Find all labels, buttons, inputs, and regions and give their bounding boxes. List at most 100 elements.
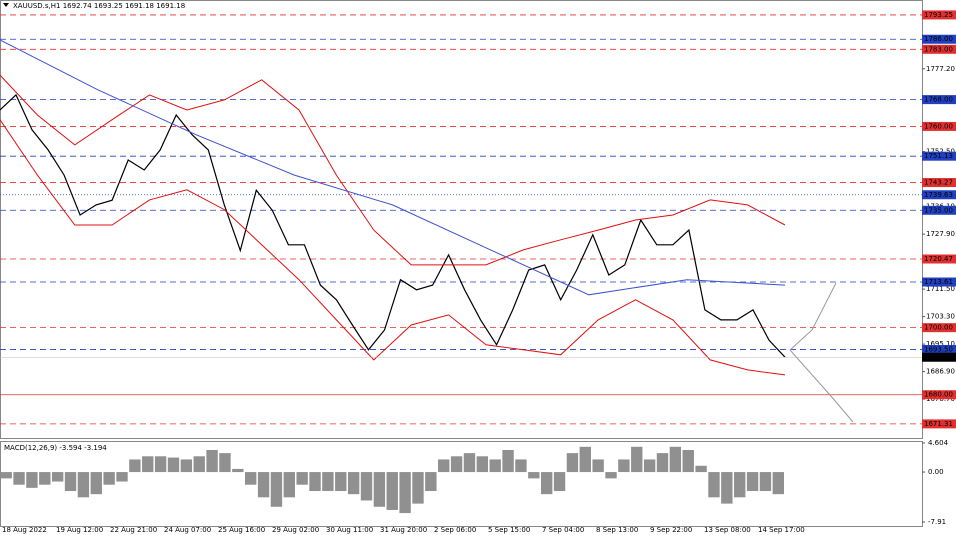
macd-bar	[13, 472, 25, 485]
level-label: 1743.27	[924, 179, 953, 187]
macd-title: MACD(12,26,9) -3.594 -3.194	[4, 444, 107, 452]
y-tick-label: 1752.50	[926, 148, 955, 156]
macd-bar	[643, 459, 656, 473]
current-label: 1691.18	[924, 353, 953, 361]
macd-bar	[528, 472, 540, 479]
level-label: 1783.00	[924, 45, 953, 53]
chart-title: XAUUSD.s,H1 1692.74 1693.25 1691.18 1691…	[13, 2, 185, 10]
series-line	[0, 93, 786, 358]
macd-bar	[540, 472, 553, 495]
macd-bar	[734, 472, 746, 498]
macd-bar	[515, 459, 527, 473]
level-label: 1793.25	[924, 11, 953, 19]
current-tag	[922, 352, 956, 362]
macd-bar	[476, 456, 489, 473]
x-tick-label: 24 Aug 07:00	[164, 526, 211, 534]
series-line	[0, 39, 786, 296]
series-line	[0, 74, 786, 266]
macd-bar	[309, 472, 321, 492]
menu-arrow	[3, 3, 9, 7]
level-tag	[922, 419, 956, 429]
projection	[789, 349, 854, 423]
macd-bar	[746, 472, 759, 492]
macd-bar	[656, 453, 669, 473]
x-tick-label: 8 Sep 13:00	[596, 526, 638, 534]
x-tick-label: 31 Aug 20:00	[380, 526, 427, 534]
macd-bar	[605, 472, 617, 479]
macd-bar	[77, 472, 90, 498]
level-tag	[922, 151, 956, 161]
level-label: 1680.00	[924, 391, 953, 399]
macd-bar	[219, 453, 231, 473]
level-tag	[922, 121, 956, 131]
y-tick-label: 1695.10	[926, 340, 955, 348]
level-tag	[922, 323, 956, 333]
macd-bar	[360, 472, 373, 501]
level-tag	[922, 190, 956, 200]
macd-bar	[579, 446, 591, 473]
y-tick-label: -7.91	[928, 518, 946, 526]
y-tick-label: 1703.30	[926, 313, 955, 321]
level-tag	[922, 178, 956, 188]
macd-bar	[566, 453, 579, 473]
macd-pane	[0, 441, 923, 527]
macd-bar	[51, 472, 64, 482]
level-tag	[922, 95, 956, 105]
x-tick-label: 30 Aug 11:00	[326, 526, 373, 534]
level-label: 1768.00	[924, 96, 953, 104]
macd-bar	[116, 472, 128, 482]
main-pane	[0, 0, 923, 439]
macd-bar	[438, 459, 450, 473]
level-label: 1700.00	[924, 324, 953, 332]
level-label: 1735.00	[924, 206, 953, 214]
macd-bar	[412, 472, 424, 504]
macd-bar	[489, 459, 501, 473]
macd-bar	[257, 472, 270, 498]
macd-bar	[502, 449, 514, 473]
level-tag	[922, 205, 956, 215]
level-label: 1713.61	[924, 278, 953, 286]
macd-bar	[399, 472, 411, 514]
x-tick-label: 13 Sep 08:00	[704, 526, 751, 534]
x-tick-label: 14 Sep 17:00	[758, 526, 805, 534]
macd-bar	[39, 472, 51, 485]
level-label: 1739.63	[924, 191, 953, 199]
macd-bar	[759, 472, 772, 492]
macd-bar	[618, 459, 630, 473]
level-label: 1786.00	[924, 35, 953, 43]
macd-bar	[772, 472, 784, 495]
y-tick-label: 1711.50	[926, 285, 955, 293]
macd-bar	[180, 459, 193, 473]
macd-bar	[142, 456, 154, 473]
projection	[789, 282, 837, 351]
level-tag	[922, 10, 956, 20]
macd-bar	[682, 449, 694, 473]
macd-bar	[270, 472, 283, 507]
macd-bar	[553, 472, 566, 492]
macd-bar	[450, 456, 463, 473]
level-label: 1671.31	[924, 420, 953, 428]
macd-bar	[721, 472, 733, 504]
level-tag	[922, 390, 956, 400]
x-tick-label: 7 Sep 04:00	[542, 526, 584, 534]
macd-bar	[322, 472, 334, 492]
x-tick-label: 2 Sep 06:00	[434, 526, 476, 534]
level-tag	[922, 44, 956, 54]
level-label: 1751.13	[924, 152, 953, 160]
level-tag	[922, 277, 956, 287]
macd-bar	[26, 472, 38, 488]
macd-bar	[64, 472, 77, 492]
macd-bar	[206, 449, 218, 473]
x-tick-label: 25 Aug 16:00	[218, 526, 265, 534]
y-tick-label: 1727.90	[926, 230, 955, 238]
macd-bar	[154, 456, 167, 473]
macd-bar	[245, 472, 257, 485]
macd-bar	[0, 472, 12, 479]
macd-bar	[232, 468, 244, 473]
macd-bar	[193, 456, 205, 473]
x-tick-label: 29 Aug 02:00	[272, 526, 319, 534]
macd-bar	[296, 472, 308, 485]
macd-bar	[463, 453, 476, 473]
